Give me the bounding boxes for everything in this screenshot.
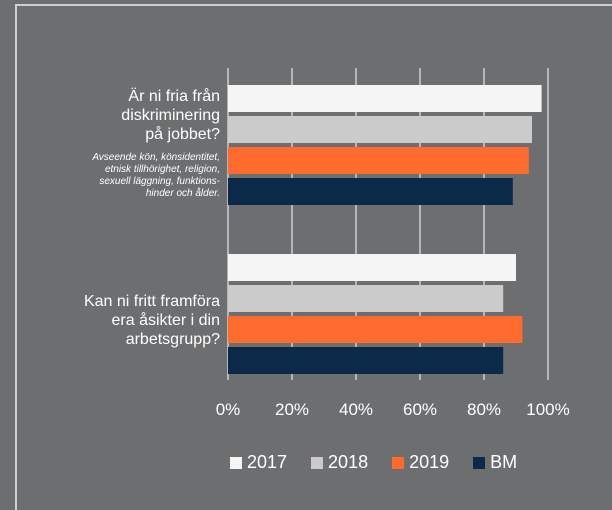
legend-swatch <box>230 456 242 469</box>
bar-2019-q2 <box>228 316 523 343</box>
question-label-discrimination: Är ni fria från diskriminering på jobbet… <box>121 88 220 143</box>
chart-legend: 2017 2018 2019 BM <box>230 452 517 473</box>
legend-label: BM <box>490 452 518 472</box>
legend-label: 2017 <box>247 452 288 472</box>
bar-2019-q1 <box>228 147 529 174</box>
bar-bm-q2 <box>228 347 504 374</box>
bar-2018-q1 <box>228 116 532 143</box>
legend-swatch <box>473 456 486 469</box>
question-label-opinions: Kan ni fritt framföra era åsikter i din … <box>83 293 220 348</box>
x-tick-label: 0% <box>216 400 241 419</box>
legend-label: 2019 <box>409 452 450 472</box>
x-tick-label: 60% <box>403 400 437 419</box>
x-tick-label: 40% <box>339 400 373 419</box>
x-tick-label: 20% <box>275 400 309 419</box>
x-tick-label: 100% <box>526 400 569 419</box>
bar-2017-q2 <box>228 254 516 281</box>
bar-2017-q1 <box>228 85 542 112</box>
legend-item-2018: 2018 <box>311 452 368 473</box>
legend-label: 2018 <box>328 452 369 472</box>
legend-swatch <box>392 456 405 469</box>
bar-bm-q1 <box>228 178 513 205</box>
legend-swatch <box>311 456 324 469</box>
x-tick-label: 80% <box>467 400 501 419</box>
question-note-discrimination: Avseende kön, könsidentitet, etnisk till… <box>92 152 220 199</box>
bar-2018-q2 <box>228 285 504 312</box>
chart-frame <box>15 4 612 510</box>
legend-item-bm: BM <box>473 452 517 473</box>
legend-item-2019: 2019 <box>392 452 449 473</box>
legend-item-2017: 2017 <box>230 452 287 473</box>
